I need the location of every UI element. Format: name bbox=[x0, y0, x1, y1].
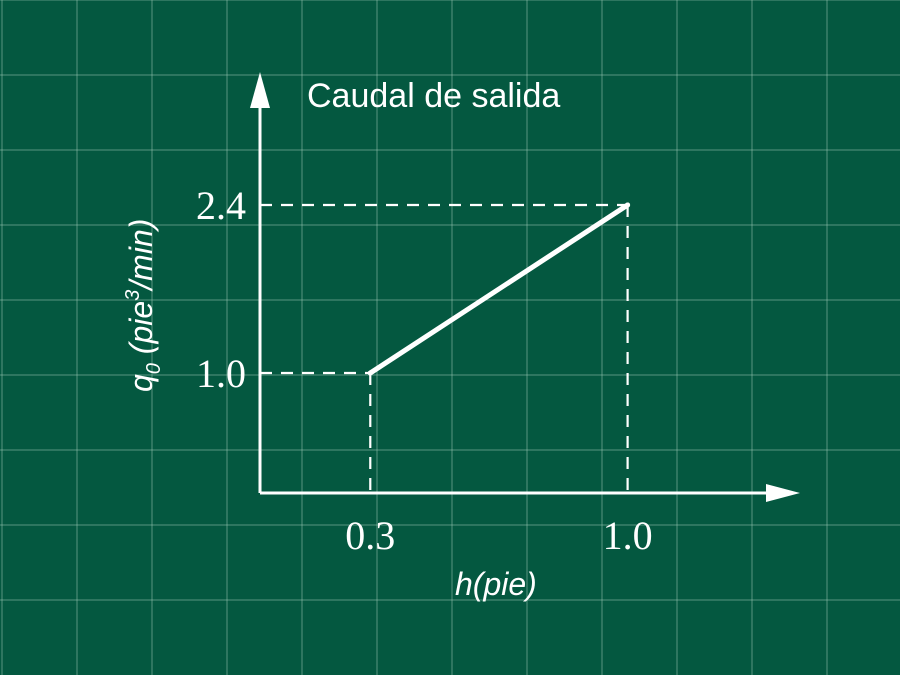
y-tick-label: 1.0 bbox=[196, 351, 246, 396]
data-point bbox=[367, 370, 373, 376]
tick-labels: 0.3 1.0 1.0 2.4 bbox=[196, 183, 653, 558]
y-axis-label-unit: (pie bbox=[123, 301, 159, 363]
data-point bbox=[625, 202, 631, 208]
x-tick-label: 0.3 bbox=[345, 513, 395, 558]
series-group bbox=[367, 202, 631, 376]
y-axis-label-subscript: 0 bbox=[143, 363, 165, 374]
x-axis-label: h(pie) bbox=[455, 566, 537, 602]
y-axis-label-exponent: 3 bbox=[122, 290, 144, 301]
y-axis-arrowhead bbox=[250, 72, 270, 108]
y-axis-label-unit-tail: /min) bbox=[123, 219, 159, 292]
y-axis-label: q0 (pie3/min) bbox=[122, 219, 165, 392]
x-axis-arrowhead bbox=[766, 484, 800, 502]
y-axis-label-symbol: q bbox=[123, 374, 159, 392]
y-tick-label: 2.4 bbox=[196, 183, 246, 228]
x-tick-label: 1.0 bbox=[603, 513, 653, 558]
chart-title: Caudal de salida bbox=[307, 77, 560, 115]
guide-lines bbox=[260, 203, 629, 493]
series-line bbox=[367, 202, 631, 376]
